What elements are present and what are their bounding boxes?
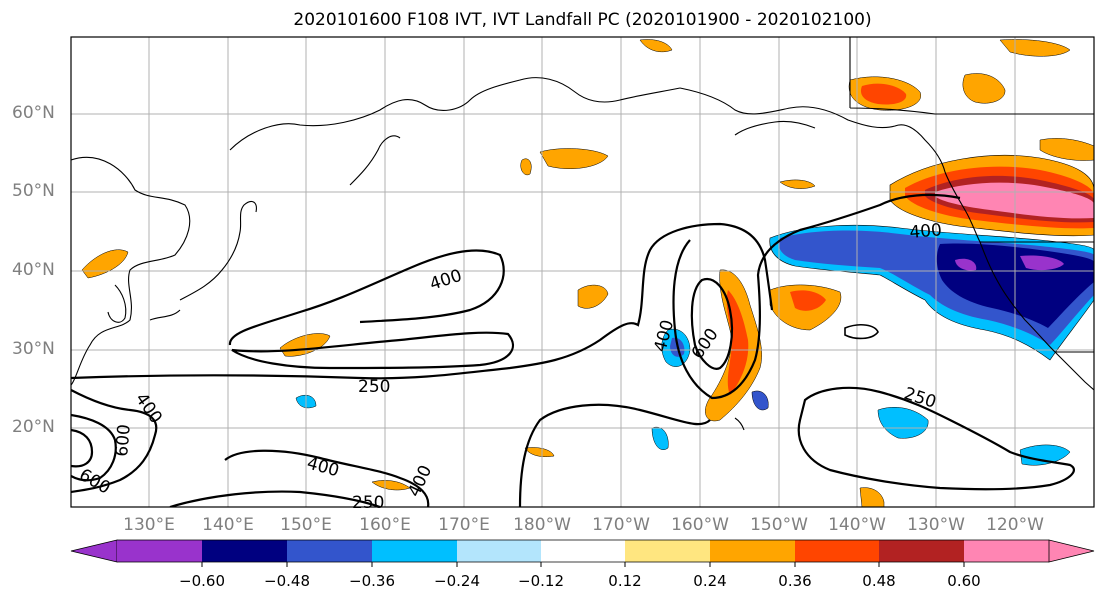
shade-negative-region <box>1019 444 1071 466</box>
lon-label: 130°E <box>123 515 175 535</box>
contour-label: 250 <box>352 493 384 513</box>
coastline-kamchatka <box>349 135 401 186</box>
colorbar-arrow-right <box>1048 539 1095 563</box>
ivt-contour-250-east <box>797 386 1075 491</box>
shade-negative-region <box>877 407 929 439</box>
colorbar-tick-label: −0.60 <box>179 572 225 590</box>
coastline-asia <box>71 156 191 386</box>
shade-positive-region <box>859 487 885 507</box>
gridlines <box>71 37 1094 507</box>
plot-frame <box>70 36 1095 508</box>
coastline-japan-south <box>149 309 181 321</box>
shade-negative-region <box>1020 255 1064 271</box>
shade-positive-region <box>860 83 907 105</box>
lat-label: 60°N <box>12 103 55 123</box>
shade-positive-region <box>639 39 673 53</box>
coastline-korea <box>107 284 127 323</box>
lat-label: 50°N <box>12 181 55 201</box>
colorbar-tick-label: −0.48 <box>264 572 310 590</box>
ivt-contour-250 <box>71 222 774 380</box>
colorbar-bin <box>795 540 879 562</box>
coastline-japan <box>179 200 257 301</box>
colorbar-tick-label: −0.24 <box>434 572 480 590</box>
colorbar-bin <box>964 540 1049 562</box>
colorbar-tick-label: 0.12 <box>608 572 642 590</box>
ivt-contour-250-bottom <box>169 490 381 507</box>
coastline-hawaii <box>734 417 745 431</box>
ivt-contour-400-south <box>71 413 117 482</box>
contour-label: 400 <box>909 220 943 243</box>
lon-label: 170°W <box>592 515 650 535</box>
colorbar-bin <box>117 540 202 562</box>
colorbar-bin <box>879 540 964 562</box>
colorbar-tick-label: −0.36 <box>349 572 395 590</box>
ivt-contour-600-south <box>71 428 94 468</box>
map-title: 2020101600 F108 IVT, IVT Landfall PC (20… <box>293 10 872 30</box>
shade-negative-region <box>751 390 769 411</box>
ivt-contour-400-c <box>672 193 961 400</box>
ivt-contour-600 <box>690 277 734 370</box>
contour-label: 600 <box>112 423 135 457</box>
lon-label: 150°E <box>280 515 332 535</box>
shade-positive-region <box>520 158 532 176</box>
ivt-contour-400 <box>228 249 505 346</box>
shade-positive-region <box>779 179 816 189</box>
ivt-contour-250-south <box>71 389 158 494</box>
shade-positive-region <box>1039 138 1094 161</box>
ivt-contours <box>71 193 1075 507</box>
ivt-contour-400-mid <box>224 449 430 507</box>
contour-label: 250 <box>358 377 390 397</box>
colorbar <box>70 539 1095 567</box>
coastline-aleutians <box>734 120 816 136</box>
lon-label: 140°E <box>202 515 254 535</box>
ivt-contour-small <box>844 323 879 340</box>
ivt-contour-400-b <box>231 331 514 370</box>
lon-label: 160°W <box>671 515 729 535</box>
colorbar-tick-label: 0.36 <box>778 572 812 590</box>
colorbar-bin <box>202 540 287 562</box>
shade-positive-region <box>539 148 609 169</box>
colorbar-bin <box>710 540 795 562</box>
lat-label: 40°N <box>12 260 55 280</box>
lon-label: 150°W <box>750 515 808 535</box>
colorbar-tick-label: 0.48 <box>862 572 896 590</box>
shade-negative-region <box>955 258 977 271</box>
lat-label: 20°N <box>12 417 55 437</box>
colorbar-bin <box>457 540 541 562</box>
colorbar-tick-label: 0.60 <box>947 572 981 590</box>
shade-positive-region <box>577 284 609 309</box>
colorbar-bin <box>541 540 625 562</box>
coastlines <box>71 37 1094 431</box>
shade-positive-region <box>524 447 555 457</box>
lon-label: 130°W <box>907 515 965 535</box>
colorbar-bin <box>625 540 710 562</box>
ivt-contour-250-right <box>518 403 711 507</box>
lon-label: 160°E <box>359 515 411 535</box>
colorbar-bin <box>372 540 457 562</box>
colorbar-tick-label: 0.24 <box>693 572 727 590</box>
shade-positive-region <box>962 73 1006 104</box>
shade-positive-region <box>999 39 1071 57</box>
lon-label: 180°W <box>513 515 571 535</box>
shade-positive-region <box>790 290 826 311</box>
coastline-siberia <box>229 77 681 151</box>
lon-label: 120°W <box>986 515 1044 535</box>
border-canada <box>849 37 1094 115</box>
colorbar-tick-label: −0.12 <box>518 572 564 590</box>
colorbar-bin <box>287 540 372 562</box>
lon-label: 140°W <box>828 515 886 535</box>
lon-label: 170°E <box>438 515 490 535</box>
coastline-alaska <box>679 87 946 173</box>
lat-label: 30°N <box>12 339 55 359</box>
